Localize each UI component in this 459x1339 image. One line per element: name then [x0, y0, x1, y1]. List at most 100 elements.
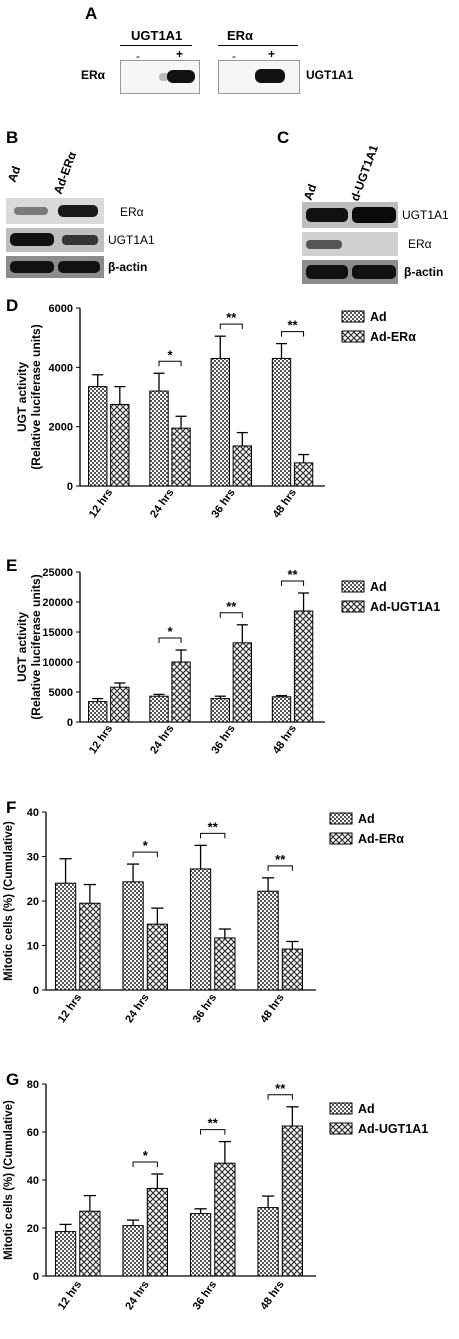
y-tick-label: 0: [33, 985, 39, 997]
y-tick-label: 0: [67, 717, 73, 729]
significance-marker: *: [143, 1148, 149, 1163]
blot-a-right-band-strong: [255, 69, 285, 83]
x-tick-label: 12 hrs: [56, 992, 84, 1025]
y-tick-label: 20: [27, 1223, 39, 1235]
legend-label: Ad-UGT1A1: [358, 1122, 428, 1136]
blot-a-left-header: UGT1A1: [131, 28, 183, 43]
significance-bracket: [267, 1094, 293, 1100]
significance-marker: **: [208, 819, 219, 834]
significance-marker: **: [226, 599, 237, 614]
bar-Ad-48 hrs: [257, 1207, 279, 1277]
x-tick-label: 24 hrs: [123, 992, 151, 1025]
blot-a-right-image: [218, 60, 300, 94]
x-tick-label: 12 hrs: [87, 723, 115, 756]
blot-b-row1-band1: [14, 207, 48, 215]
blot-c-row3-image: [302, 260, 398, 284]
significance-marker: *: [168, 624, 174, 639]
legend-label: Ad: [370, 310, 387, 324]
y-axis-label: Mitotic cells (%) (Cumulative): [3, 821, 15, 981]
bar-Ad-24 hrs: [149, 390, 169, 487]
blot-b-row1-image: [6, 198, 104, 224]
bar-Ad-48 hrs: [257, 890, 279, 991]
blot-c-row2-band1: [306, 240, 342, 249]
bar-Ad-UGT1A1-48 hrs: [281, 1125, 303, 1277]
bar-Ad-UGT1A1-24 hrs: [146, 1187, 168, 1277]
bar-Ad-24 hrs: [122, 1225, 144, 1277]
bar-Ad-12 hrs: [88, 701, 108, 723]
significance-bracket: [281, 331, 305, 337]
bar-Ad-12 hrs: [54, 1231, 77, 1277]
y-tick-label: 20: [27, 896, 39, 908]
bar-Ad-36 hrs: [189, 1213, 212, 1277]
significance-marker: **: [208, 1116, 219, 1131]
blot-b-row1-band2: [58, 205, 98, 217]
legend-swatch: [341, 580, 365, 593]
y-tick-label: 6000: [49, 303, 73, 315]
significance-bracket: [267, 865, 293, 871]
significance-marker: **: [287, 318, 298, 333]
significance-bracket: [219, 323, 243, 330]
panel-label-e: E: [6, 556, 18, 575]
blot-a-left-plus: +: [176, 47, 184, 61]
bar-Ad-48 hrs: [271, 696, 292, 723]
significance-bracket: [132, 851, 158, 858]
panel-label-b: B: [6, 128, 19, 147]
bar-Ad-12 hrs: [54, 882, 77, 991]
bar-Ad-ERα-36 hrs: [232, 445, 252, 487]
y-tick-label: 80: [27, 1079, 39, 1091]
y-tick-label: 40: [27, 807, 39, 819]
x-tick-label: 12 hrs: [56, 1279, 84, 1312]
blot-a-right-plus: +: [268, 47, 276, 61]
bar-Ad-ERα-24 hrs: [171, 427, 191, 487]
blot-a-left-image: [120, 60, 200, 94]
blot-a-right-minus: -: [232, 49, 236, 63]
legend-label: Ad: [358, 812, 375, 826]
panel-label-g: G: [6, 1070, 20, 1089]
x-tick-label: 48 hrs: [258, 992, 286, 1025]
x-tick-label: 12 hrs: [87, 487, 115, 520]
y-tick-label: 25000: [42, 567, 73, 579]
legend-swatch: [341, 310, 365, 323]
y-tick-label: 15000: [42, 627, 73, 639]
significance-bracket: [158, 360, 182, 367]
chart-f: 0 10 20 30 40 Mitotic cells (%) (Cumulative) 1…: [3, 807, 404, 1025]
y-axis-label-line2: (Relative luciferase units): [29, 574, 43, 719]
blot-c-row1-band1: [306, 208, 348, 222]
x-tick-label: 36 hrs: [191, 1279, 219, 1312]
blot-a-left-band-faint: [159, 73, 169, 81]
blot-a-left-band-strong: [167, 70, 195, 83]
y-axis-label: UGT activity: [15, 612, 29, 682]
x-tick-label: 24 hrs: [148, 487, 176, 520]
blot-b-col1-label: Ad: [4, 164, 24, 184]
blot-c-row1-label: UGT1A1: [402, 208, 449, 222]
blot-b-row2-image: [6, 228, 104, 252]
bar-Ad-12 hrs: [88, 386, 108, 487]
blot-b-row1-label: ERα: [120, 205, 144, 219]
legend-label: Ad: [370, 580, 387, 594]
legend-swatch: [329, 1102, 353, 1115]
significance-bracket: [219, 612, 243, 618]
blot-c-row3-label: β-actin: [404, 265, 444, 279]
y-tick-label: 30: [27, 852, 39, 864]
blot-c-col2-label: Ad-UGT1A1: [344, 142, 382, 211]
blot-a-left-header-line: [120, 45, 192, 46]
y-axis-label: UGT activity: [15, 362, 29, 432]
blot-b-row3-label: β-actin: [108, 260, 148, 274]
significance-bracket: [158, 637, 182, 643]
blot-c-row2-label: ERα: [408, 237, 432, 251]
panel-label-f: F: [6, 798, 17, 817]
x-tick-label: 36 hrs: [209, 487, 237, 520]
legend-swatch: [341, 600, 365, 613]
x-tick-label: 24 hrs: [148, 723, 176, 756]
significance-bracket: [200, 832, 226, 839]
blot-b-row2-band1: [10, 233, 54, 246]
bar-Ad-ERα-24 hrs: [146, 923, 168, 991]
y-tick-label: 4000: [49, 362, 73, 374]
chart-d: 0 2000 4000 6000 UGT activity (Relative lucif…: [15, 303, 416, 520]
y-tick-label: 0: [33, 1271, 39, 1283]
bar-Ad-36 hrs: [189, 868, 212, 991]
blot-c-row2-image: [302, 232, 398, 256]
bar-Ad-48 hrs: [271, 357, 292, 487]
y-tick-label: 20000: [42, 597, 73, 609]
bar-Ad-24 hrs: [149, 695, 169, 723]
